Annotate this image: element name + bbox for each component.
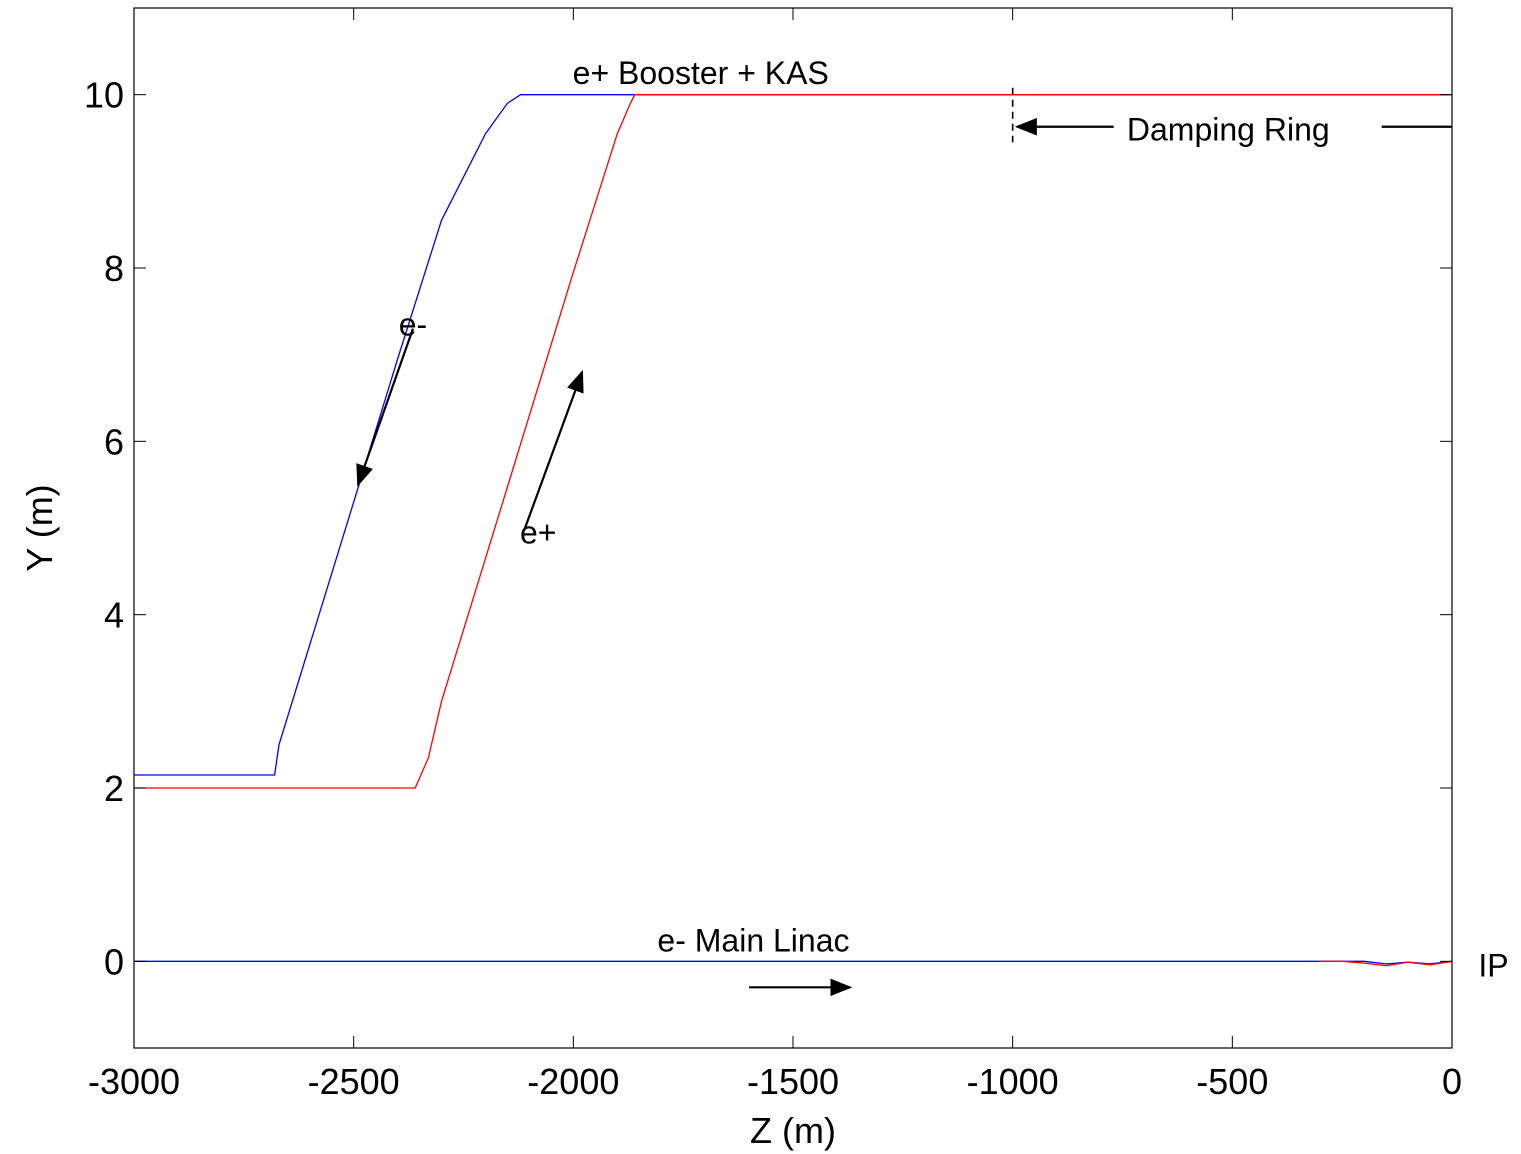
x-tick-label: -2000	[527, 1061, 619, 1102]
series-line-4	[1320, 960, 1453, 967]
y-tick-label: 4	[104, 595, 124, 636]
x-axis-label: Z (m)	[750, 1110, 836, 1151]
annotation-label: e- Main Linac	[657, 923, 849, 959]
y-tick-label: 0	[104, 941, 124, 982]
x-tick-label: -1500	[747, 1061, 839, 1102]
annotation-label: IP	[1478, 948, 1508, 984]
x-tick-label: 0	[1442, 1061, 1462, 1102]
y-tick-label: 8	[104, 248, 124, 289]
series-line-1	[134, 94, 1452, 776]
plot-frame	[133, 7, 1453, 1049]
series-layer	[134, 94, 1453, 967]
y-tick-label: 10	[84, 75, 124, 116]
x-tick-label: -1000	[967, 1061, 1059, 1102]
annotation-arrow	[356, 328, 415, 487]
y-tick-label: 2	[104, 768, 124, 809]
annotation-label: e+	[520, 514, 556, 550]
x-tick-label: -500	[1196, 1061, 1268, 1102]
y-tick-label: 6	[104, 421, 124, 462]
annotation-label: e+ Booster + KAS	[573, 55, 829, 91]
annotation-label: Damping Ring	[1127, 111, 1330, 147]
y-axis-label: Y (m)	[19, 484, 60, 571]
x-tick-label: -2500	[308, 1061, 400, 1102]
series-line-3	[134, 960, 1453, 965]
annotation-layer: e+ Booster + KAS Damping Ring e-e+ e- Main …	[356, 55, 1509, 997]
annotation-label: e-	[399, 306, 427, 342]
series-line-2	[134, 94, 1452, 789]
x-tick-label: -3000	[88, 1061, 180, 1102]
annotation-arrow	[523, 369, 584, 529]
tick-layer: -3000 -2500 -2000 -1500 -1000 -500 0 0 2 4 6 8 10	[84, 8, 1462, 1102]
